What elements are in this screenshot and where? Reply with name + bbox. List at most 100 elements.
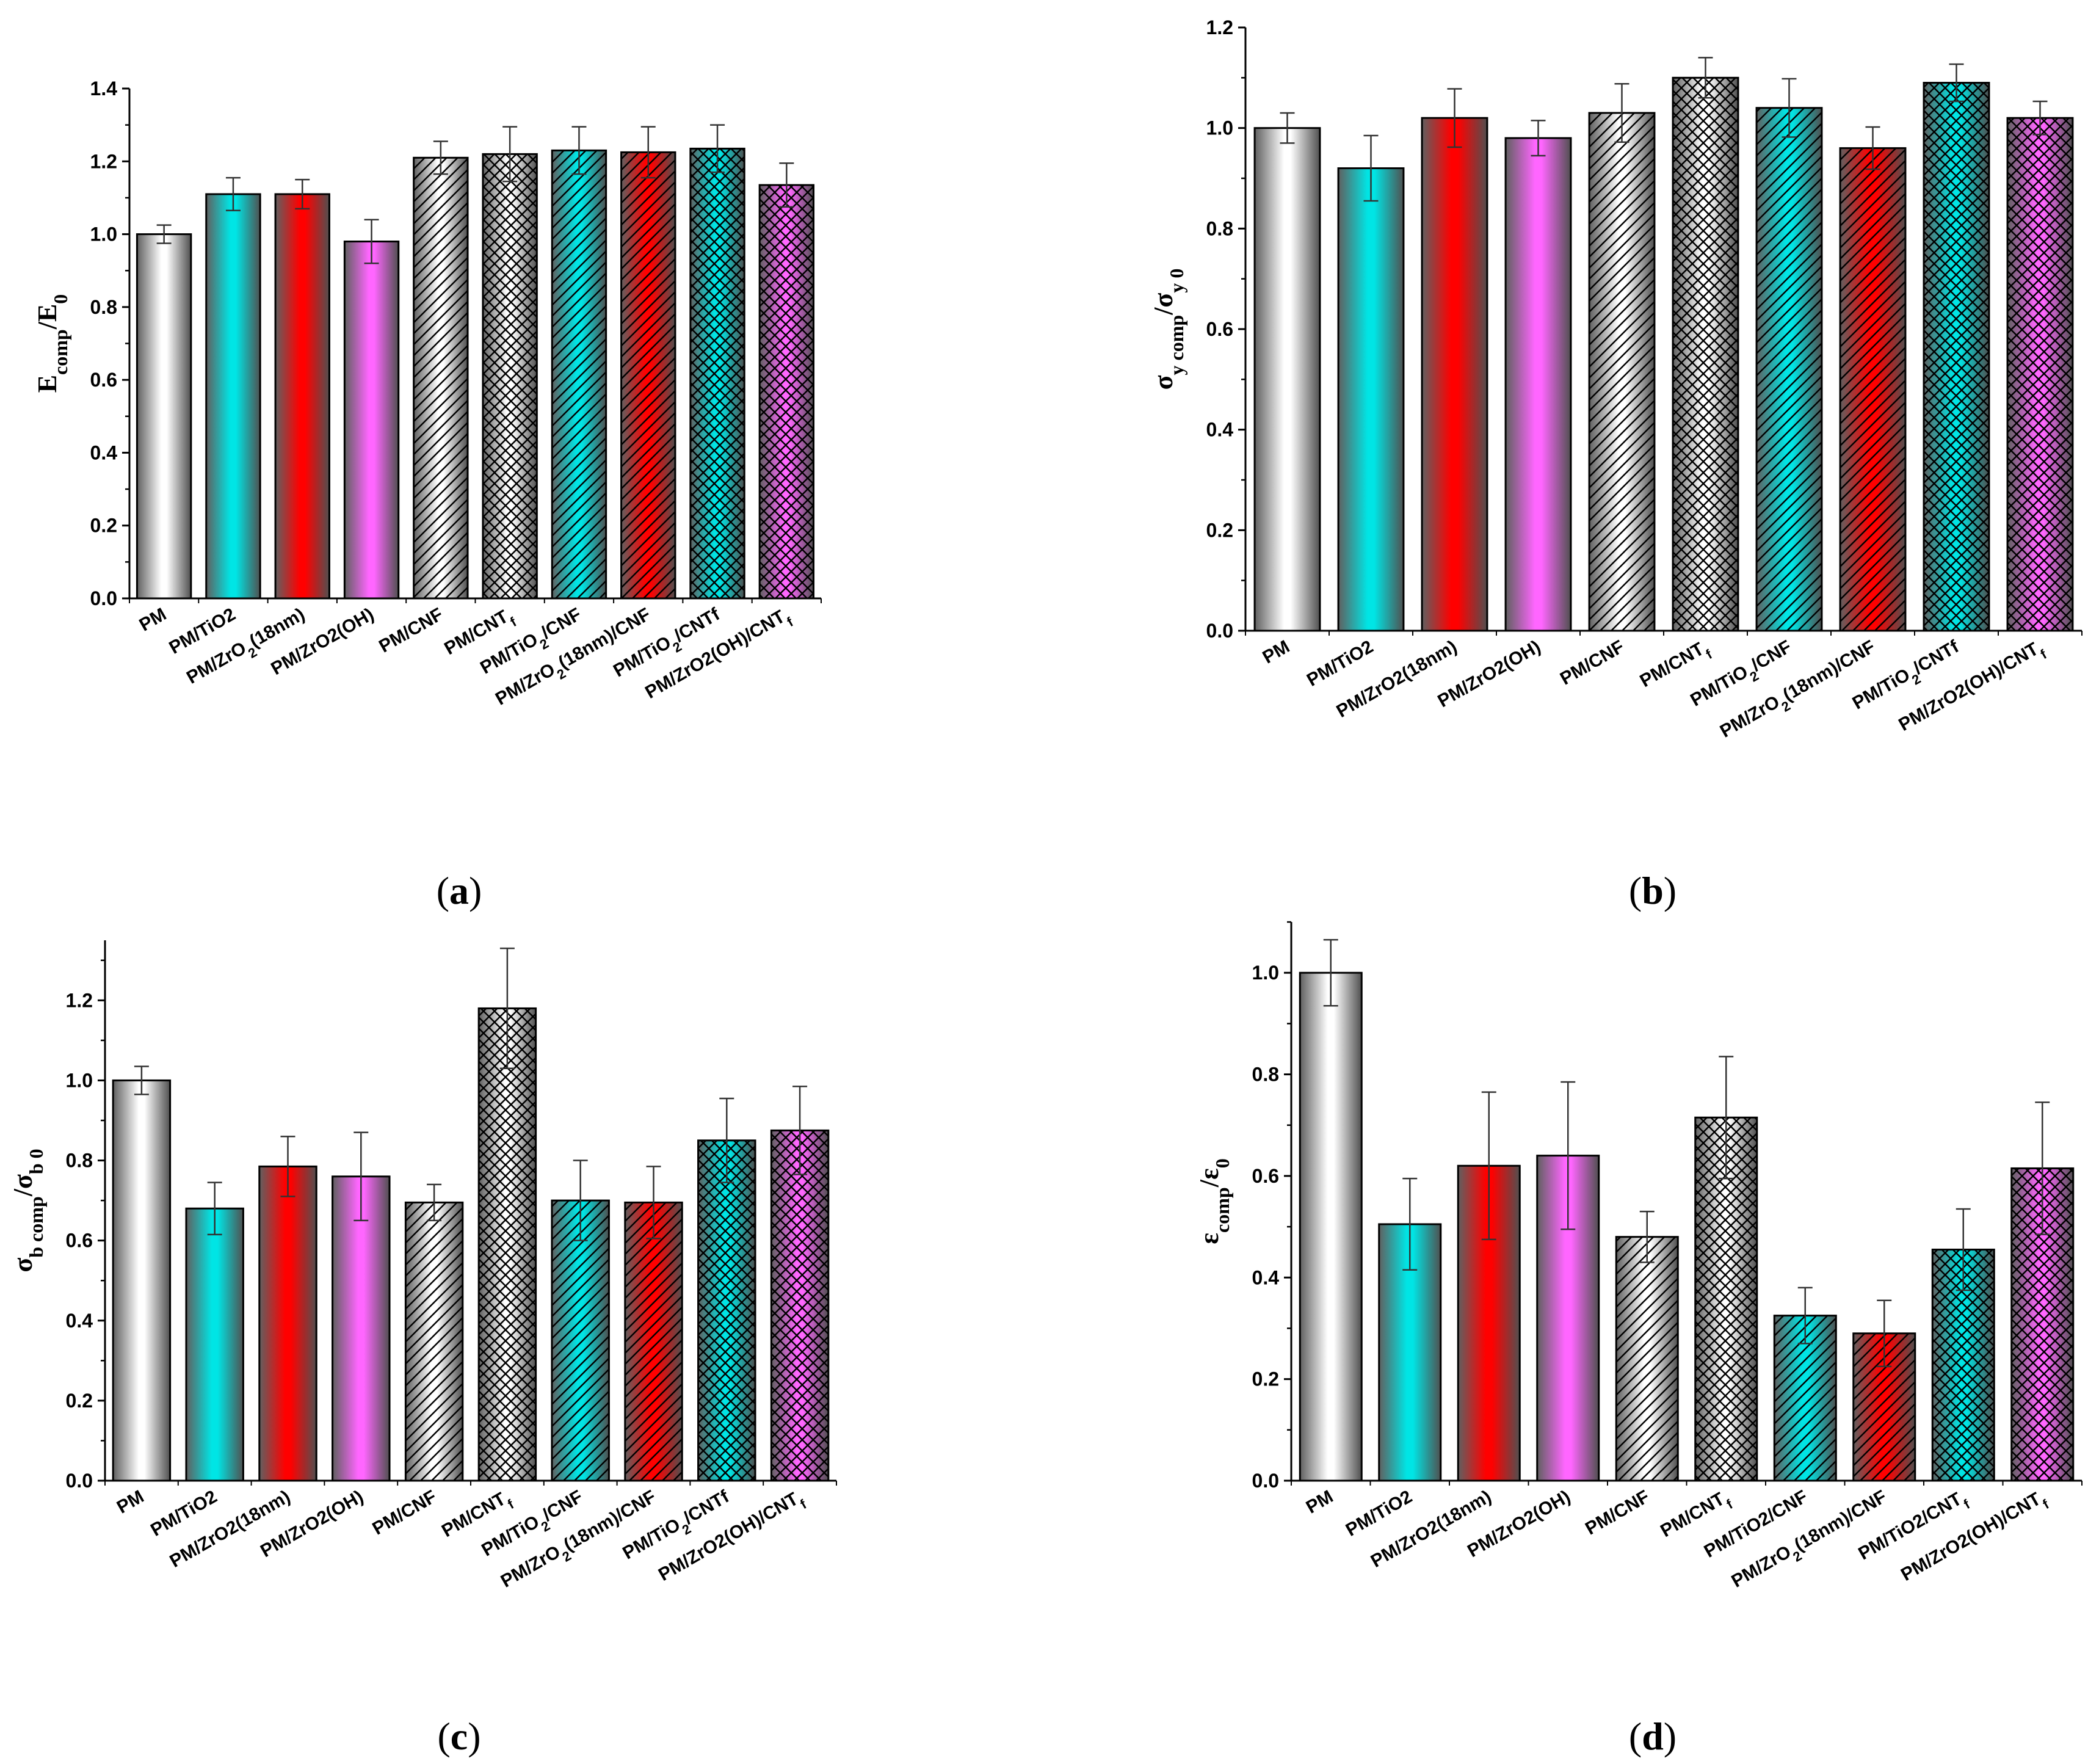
ytick-label-d-0: 0.0 [1252,1470,1279,1492]
error-bar-a-0 [156,224,172,244]
bar-c-6 [551,1199,610,1482]
error-bar-b-7 [1865,126,1880,170]
error-bar-d-5 [1719,1056,1734,1180]
panel-label-a: (a) [437,869,482,912]
chart-panel-a: PMPM/TiO2PM/ZrO2(18nm)PM/ZrO2(OH)PM/CNFP… [32,78,822,912]
category-label-b-4: PM/CNF [1557,636,1628,689]
ytick-label-a-1: 0.2 [90,515,117,537]
ytick-label-b-6: 1.2 [1206,16,1233,38]
bar-b-9 [2006,117,2074,632]
ytick-label-c-3: 0.6 [66,1230,93,1252]
error-bar-c-7 [646,1166,661,1240]
ytick-label-b-3: 0.6 [1206,318,1233,340]
bar-fill-b-0 [1255,128,1320,631]
bar-d-0 [1299,971,1363,1482]
ylabel-c: σb comp/σb 0 [8,1149,47,1272]
category-label-d-4: PM/CNF [1582,1486,1653,1539]
ytick-label-c-6: 1.2 [66,989,93,1011]
error-bar-c-1 [207,1181,222,1236]
bar-hatch-d-4 [1616,1236,1678,1481]
bar-c-4 [404,1201,464,1482]
bar-c-2 [258,1165,317,1482]
bar-b-5 [1672,76,1739,632]
category-label-c-9: PM/ZrO2(OH)/CNTf [655,1486,809,1591]
error-bar-b-2 [1447,88,1462,148]
bar-fill-b-3 [1506,138,1571,631]
bar-c-1 [185,1207,244,1482]
error-bar-b-1 [1363,134,1379,202]
bar-hatch-b-9 [2007,118,2073,631]
bar-c-3 [332,1175,391,1482]
ytick-label-c-5: 1.0 [66,1069,93,1091]
bar-a-7 [620,151,676,600]
category-label-c-0: PM [114,1486,147,1517]
bar-fill-d-0 [1300,973,1362,1481]
ytick-label-a-5: 1.0 [90,223,117,245]
ytick-label-a-4: 0.8 [90,296,117,318]
bar-hatch-c-4 [405,1202,463,1481]
ytick-label-a-3: 0.6 [90,369,117,391]
bar-hatch-a-7 [621,152,675,598]
ylabel-b: σy comp/σy 0 [1148,269,1187,390]
ytick-label-b-1: 0.2 [1206,519,1233,541]
bar-hatch-a-6 [552,150,606,599]
category-label-d-0: PM [1303,1486,1336,1517]
ytick-label-a-0: 0.0 [90,587,117,609]
bar-hatch-b-4 [1589,112,1655,631]
bar-hatch-a-5 [482,154,537,598]
error-bar-d-4 [1639,1210,1655,1263]
ylabel-a: Ecomp/E0 [32,294,71,393]
error-bar-c-4 [427,1183,442,1222]
bar-d-4 [1615,1236,1679,1482]
bar-b-3 [1504,137,1572,632]
category-label-a-0: PM [136,604,170,635]
bar-hatch-a-9 [759,185,814,598]
error-bar-a-3 [364,219,379,264]
ytick-label-a-2: 0.4 [90,441,118,463]
bar-a-3 [343,241,400,600]
bar-c-8 [697,1139,756,1482]
bar-fill-c-2 [259,1166,317,1481]
bar-hatch-c-9 [771,1130,828,1481]
error-bar-c-2 [280,1135,295,1197]
bar-c-9 [770,1129,830,1482]
ytick-label-d-4: 0.8 [1252,1064,1279,1086]
bar-d-8 [1931,1249,1995,1482]
error-bar-d-7 [1877,1299,1892,1368]
bar-b-1 [1337,167,1405,632]
bar-a-6 [551,149,607,600]
error-bar-b-5 [1698,57,1713,99]
bar-hatch-a-4 [413,158,468,599]
ytick-label-b-5: 1.0 [1206,117,1233,139]
error-bar-b-3 [1531,120,1546,157]
ytick-label-c-0: 0.0 [66,1470,93,1492]
ytick-label-d-3: 0.6 [1252,1165,1279,1187]
category-label-d-9: PM/ZrO2(OH)/CNTf [1898,1486,2051,1591]
error-bar-a-5 [502,126,518,183]
error-bar-c-3 [353,1131,369,1222]
error-bar-a-2 [295,178,310,210]
error-bar-a-9 [779,162,794,208]
ytick-label-d-2: 0.4 [1252,1266,1280,1288]
error-bar-a-6 [571,126,587,175]
bar-a-0 [136,233,192,600]
bar-fill-b-1 [1338,168,1404,631]
bar-c-0 [112,1079,172,1482]
bar-b-2 [1421,117,1488,632]
error-bar-c-8 [719,1097,734,1183]
error-bar-c-0 [134,1065,149,1095]
error-bar-b-8 [1949,63,1964,103]
bar-a-9 [758,184,815,600]
category-label-b-1: PM/TiO2 [1303,636,1377,690]
category-label-c-4: PM/CNF [369,1486,440,1539]
bar-c-7 [624,1201,683,1482]
error-bar-c-9 [792,1086,808,1175]
ytick-label-c-2: 0.4 [66,1310,93,1332]
error-bar-a-4 [433,140,448,175]
bar-a-1 [205,193,261,600]
bar-fill-a-0 [137,234,191,599]
panel-label-c: (c) [437,1715,480,1758]
